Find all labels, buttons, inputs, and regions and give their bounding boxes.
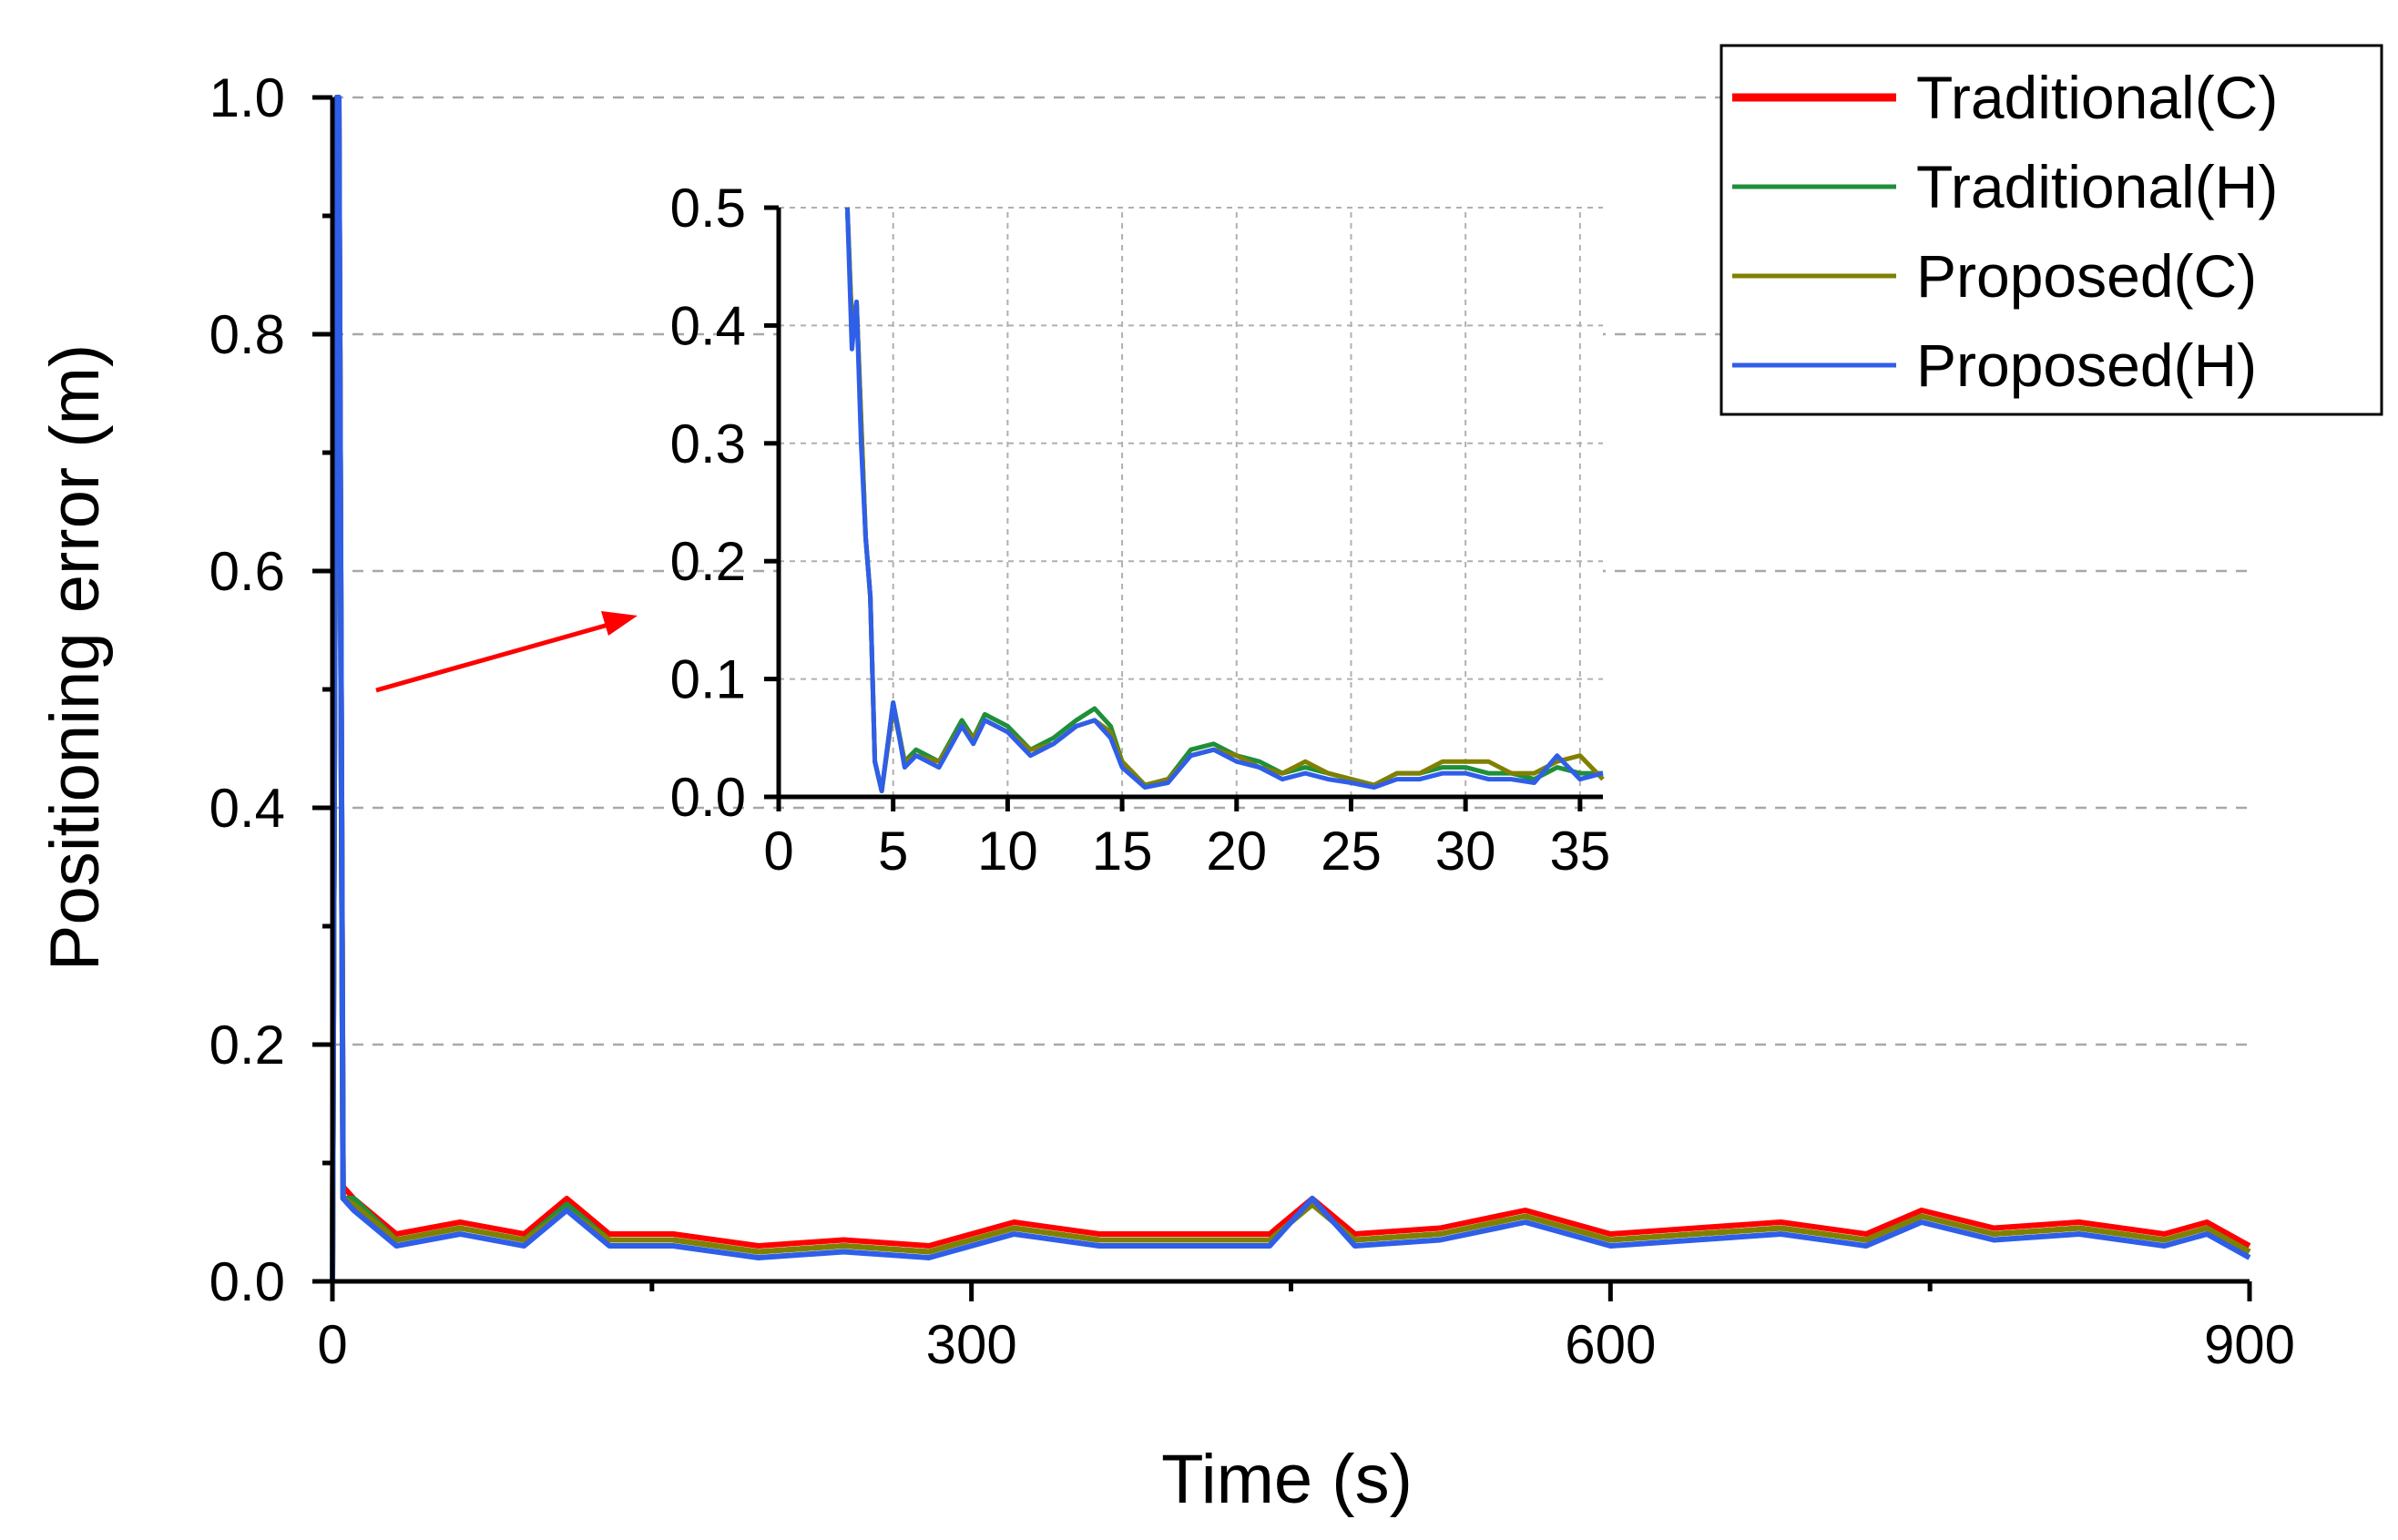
x-tick-label: 10 — [977, 821, 1038, 882]
y-tick-label: 0.5 — [670, 178, 746, 239]
y-tick-label: 0.0 — [209, 1251, 285, 1312]
x-tick-label: 25 — [1321, 821, 1382, 882]
y-axis-title: Positioning error (m) — [36, 344, 114, 971]
x-tick-label: 0 — [763, 821, 793, 882]
y-tick-label: 0.3 — [670, 413, 746, 474]
series-line-proposed-h — [330, 95, 2251, 1282]
x-tick-label: 15 — [1092, 821, 1153, 882]
x-tick-label: 300 — [926, 1314, 1017, 1375]
y-tick-label: 0.4 — [209, 778, 285, 839]
x-tick-label: 30 — [1435, 821, 1496, 882]
legend-label-traditional-h: Traditional(H) — [1916, 153, 2278, 220]
inset-plot: 0 5 10 15 20 25 30 35 0.0 0.1 0.2 0.3 0.4 0.5 — [670, 178, 1611, 882]
legend-label-traditional-c: Traditional(C) — [1916, 64, 2278, 131]
legend-label-proposed-c: Proposed(C) — [1916, 242, 2257, 310]
y-tick-label: 1.0 — [209, 67, 285, 128]
series-line-proposed-c — [330, 95, 2251, 1282]
legend-label-proposed-h: Proposed(H) — [1916, 331, 2257, 399]
inset-background — [779, 208, 1603, 797]
y-tick-label: 0.6 — [209, 541, 285, 602]
y-tick-label: 0.1 — [670, 649, 746, 710]
y-tick-label: 0.0 — [670, 767, 746, 828]
x-axis-title: Time (s) — [1161, 1441, 1413, 1518]
y-tick-label: 0.8 — [209, 304, 285, 365]
x-tick-label: 0 — [317, 1314, 347, 1375]
inset-series — [844, 207, 1605, 793]
legend-box — [1719, 44, 2383, 416]
series-line-traditional-c — [330, 95, 2251, 1282]
legend: Traditional(C) Traditional(H) Proposed(C) P… — [1719, 44, 2383, 416]
zoom-arrow — [375, 611, 638, 693]
y-tick-label: 0.4 — [670, 295, 746, 356]
x-tick-label: 900 — [2204, 1314, 2295, 1375]
x-tick-label: 20 — [1206, 821, 1267, 882]
x-tick-label: 600 — [1565, 1314, 1656, 1375]
main-series — [330, 95, 2251, 1282]
x-tick-label: 35 — [1549, 821, 1610, 882]
x-tick-label: 5 — [878, 821, 908, 882]
inset-ticks: 0 5 10 15 20 25 30 35 0.0 0.1 0.2 0.3 0.4 0.5 — [670, 178, 1611, 882]
y-tick-label: 0.2 — [670, 531, 746, 592]
series-line-proposed-h — [844, 207, 1604, 793]
y-tick-label: 0.2 — [209, 1015, 285, 1076]
